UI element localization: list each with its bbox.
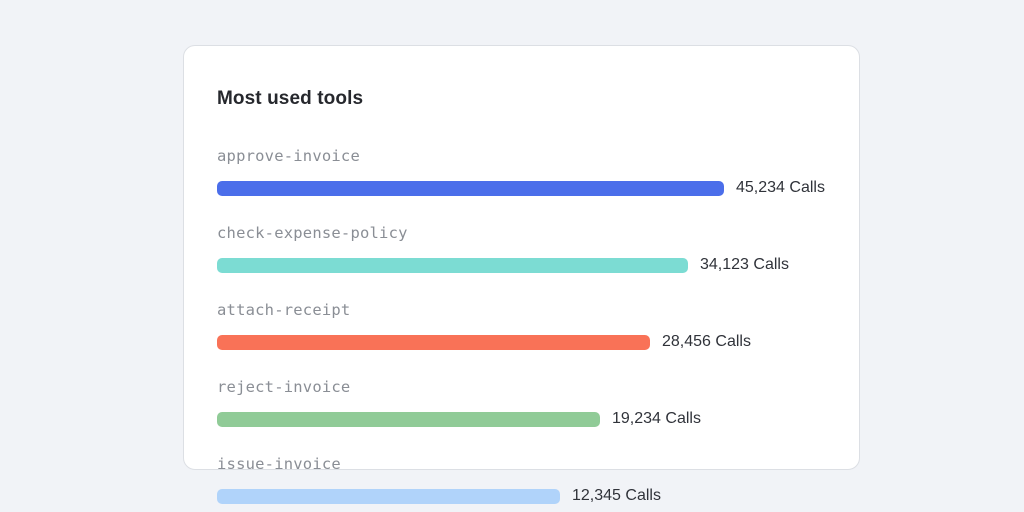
bar-line: 12,345 Calls [217,486,826,506]
chart-row: attach-receipt 28,456 Calls [217,302,826,352]
bar-line: 19,234 Calls [217,409,826,429]
call-count-label: 45,234 Calls [736,179,825,196]
tool-usage-bar-chart: approve-invoice 45,234 Calls check-expen… [217,148,826,506]
chart-row: check-expense-policy 34,123 Calls [217,225,826,275]
bar-line: 34,123 Calls [217,255,826,275]
chart-row: issue-invoice 12,345 Calls [217,456,826,506]
call-count-label: 28,456 Calls [662,333,751,350]
tool-name-label: reject-invoice [217,378,351,396]
tool-name-label: approve-invoice [217,147,360,165]
usage-bar [217,257,688,273]
most-used-tools-card: Most used tools approve-invoice 45,234 C… [183,45,860,504]
call-count-label: 19,234 Calls [612,410,701,427]
usage-bar [217,411,600,427]
chart-row: approve-invoice 45,234 Calls [217,148,826,198]
call-count-label: 34,123 Calls [700,256,789,273]
chart-row: reject-invoice 19,234 Calls [217,379,826,429]
usage-bar [217,334,650,350]
card-title: Most used tools [217,88,364,109]
call-count-label: 12,345 Calls [572,487,661,504]
usage-bar [217,180,724,196]
tool-name-label: check-expense-policy [217,224,408,242]
bar-line: 45,234 Calls [217,178,826,198]
tool-name-label: attach-receipt [217,301,351,319]
tool-name-label: issue-invoice [217,455,341,473]
usage-bar [217,488,560,504]
bar-line: 28,456 Calls [217,332,826,352]
